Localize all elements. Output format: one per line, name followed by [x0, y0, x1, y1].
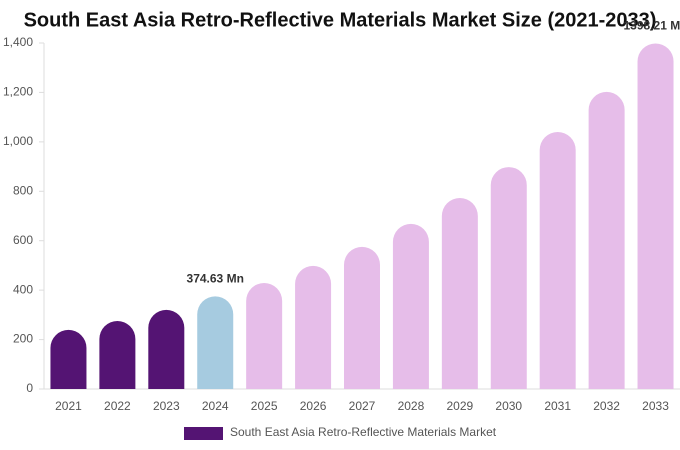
x-tick-label: 2021 — [55, 399, 82, 413]
bar — [246, 282, 283, 389]
bar — [295, 265, 332, 389]
x-tick-label: 2033 — [642, 399, 669, 413]
x-tick-label: 2022 — [104, 399, 131, 413]
y-tick-label: 1,000 — [3, 134, 33, 148]
x-tick-label: 2026 — [300, 399, 327, 413]
y-tick-label: 800 — [13, 183, 33, 197]
bar — [50, 329, 87, 389]
y-tick-label: 1,400 — [3, 35, 33, 49]
y-tick-label: 200 — [13, 332, 33, 346]
y-tick-label: 0 — [26, 381, 33, 395]
x-tick-label: 2028 — [398, 399, 425, 413]
bar — [148, 309, 185, 389]
bar — [392, 223, 429, 389]
bar — [637, 43, 674, 390]
x-tick-label: 2027 — [349, 399, 376, 413]
y-tick-label: 400 — [13, 282, 33, 296]
y-tick-label: 1,200 — [3, 85, 33, 99]
bar — [344, 246, 380, 389]
bar — [539, 131, 576, 389]
x-tick-label: 2030 — [495, 399, 522, 413]
x-tick-label: 2031 — [544, 399, 571, 413]
x-tick-label: 2025 — [251, 399, 278, 413]
bar — [197, 296, 234, 389]
bar — [588, 91, 625, 389]
x-tick-label: 2032 — [593, 399, 620, 413]
bar — [490, 167, 527, 389]
bar — [441, 197, 478, 389]
value-label: 374.63 Mn — [187, 272, 244, 286]
y-tick-label: 600 — [13, 233, 33, 247]
bar — [99, 321, 136, 389]
legend-swatch — [184, 427, 223, 440]
chart-title: South East Asia Retro-Reflective Materia… — [24, 9, 657, 31]
x-tick-label: 2029 — [446, 399, 473, 413]
legend-label: South East Asia Retro-Reflective Materia… — [230, 425, 497, 439]
x-tick-label: 2024 — [202, 399, 229, 413]
x-tick-label: 2023 — [153, 399, 180, 413]
value-label: 1398.21 Mn — [624, 19, 680, 33]
